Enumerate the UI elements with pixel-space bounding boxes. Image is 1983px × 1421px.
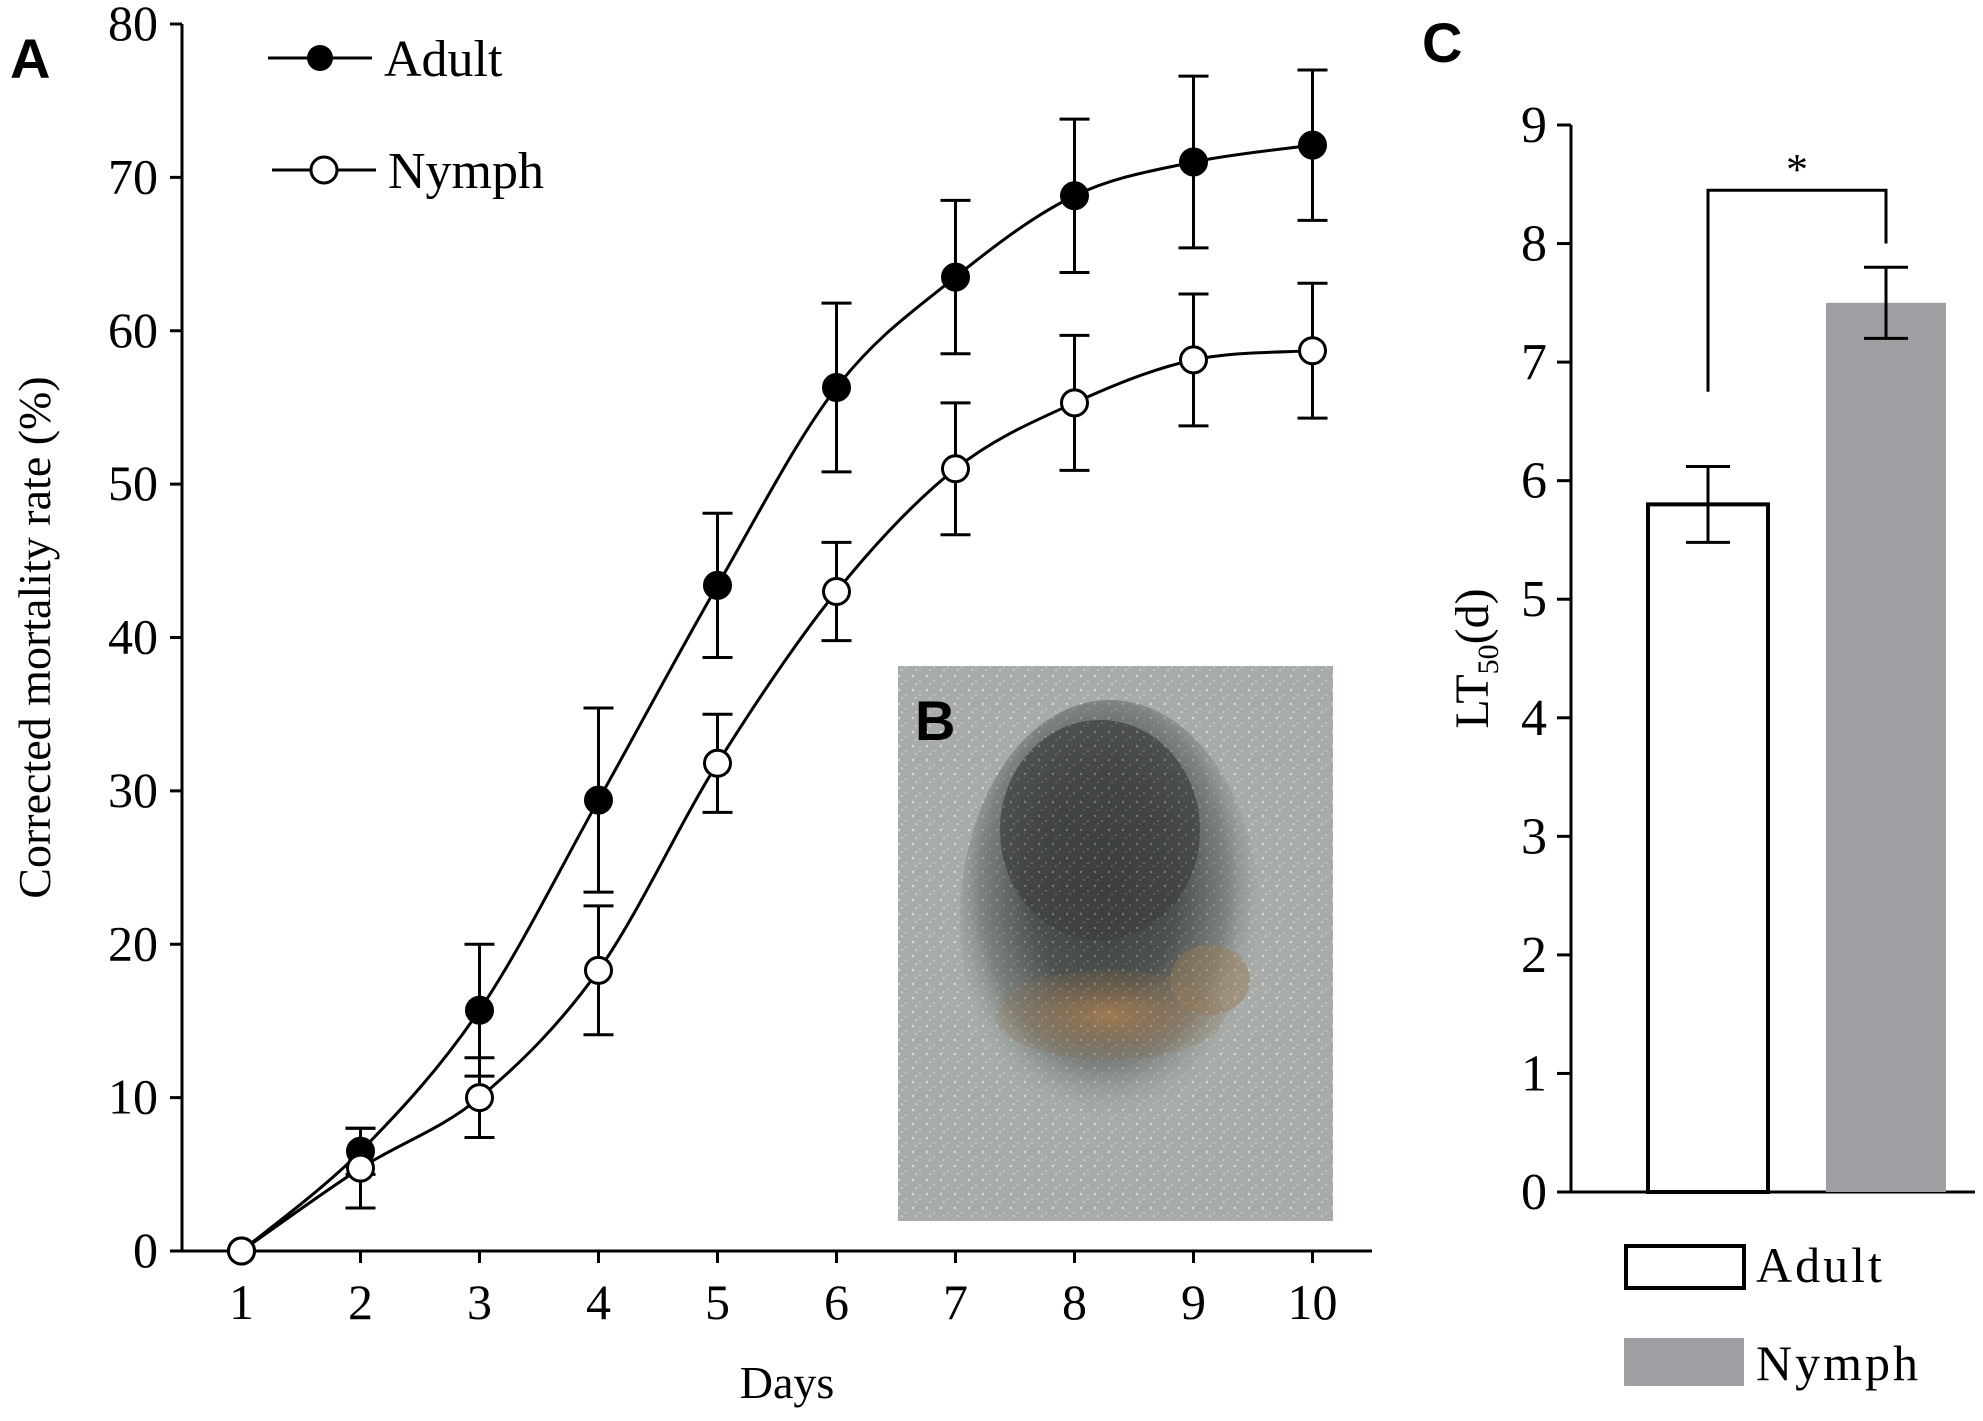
- panel-a-series-adult-point: [1298, 130, 1327, 160]
- panel-a-x-tick-label: 8: [1062, 1274, 1087, 1330]
- panel-b-label: B: [915, 689, 955, 752]
- panel-c-bar-adult: [1646, 502, 1770, 1194]
- panel-a-series-nymph-point: [703, 748, 732, 778]
- panel-a-series-nymph-point: [822, 576, 851, 606]
- panel-a-series-nymph-point: [584, 955, 613, 985]
- panel-a-x-tick-label: 3: [467, 1274, 492, 1330]
- panel-a-legend: Adult Nymph: [268, 31, 544, 200]
- significance-bracket: [1706, 188, 1888, 392]
- panel-a-x-tick-label: 2: [348, 1274, 373, 1330]
- panel-c-bar-nymph: [1826, 302, 1946, 1192]
- panel-a-y-tick-label: 10: [108, 1069, 158, 1125]
- panel-c-axes: 0 1 2 3 4 5 6 7 8 9: [1521, 97, 1975, 1221]
- panel-a-series: [227, 68, 1328, 1266]
- panel-c-bars: *: [1646, 145, 1946, 1194]
- panel-a-series-adult-point: [822, 372, 851, 402]
- legend-nymph-label: Nymph: [388, 143, 544, 200]
- legend-adult-swatch: [1624, 1244, 1746, 1290]
- panel-a-y-tick-label: 20: [108, 915, 158, 971]
- significance-star: *: [1786, 145, 1808, 194]
- panel-a-y-tick-label: 0: [133, 1222, 158, 1278]
- panel-a-y-tick-label: 70: [108, 148, 158, 204]
- panel-a-axes: 0 10 20 30 40 50 60 70 80 1 2 3 4 5 6 7 8 9 10: [108, 0, 1372, 1330]
- panel-a-series-nymph-point: [346, 1153, 375, 1183]
- panel-a-series-adult-point: [941, 262, 970, 292]
- panel-a-label: A: [10, 27, 50, 90]
- panel-a-x-tick-label: 9: [1181, 1274, 1206, 1330]
- panel-c-y-tick-label: 5: [1521, 571, 1547, 628]
- panel-c-y-tick-label: 6: [1521, 453, 1547, 510]
- panel-a-x-tick-label: 4: [586, 1274, 611, 1330]
- panel-c-y-tick-label: 7: [1521, 334, 1547, 391]
- legend-c-nymph-label: Nymph: [1756, 1335, 1921, 1391]
- panel-a-series-adult-point: [584, 785, 613, 815]
- panel-a-y-tick-label: 80: [108, 0, 158, 51]
- panel-c-y-axis-label: LT50(d): [1446, 588, 1505, 728]
- panel-a-series-adult-point: [465, 995, 494, 1025]
- panel-c-y-tick-label: 4: [1521, 690, 1547, 747]
- panel-a-x-tick-label: 10: [1288, 1274, 1338, 1330]
- panel-a-x-tick-label: 6: [824, 1274, 849, 1330]
- panel-a-x-tick-label: 1: [229, 1274, 254, 1330]
- panel-a-series-adult-point: [703, 570, 732, 600]
- panel-c-y-tick-label: 1: [1521, 1045, 1547, 1102]
- panel-c-y-label-main: LT: [1446, 674, 1499, 728]
- legend-c-adult-label: Adult: [1756, 1237, 1885, 1293]
- panel-a-y-tick-label: 30: [108, 762, 158, 818]
- panel-c-y-label-sub: 50: [1472, 644, 1505, 674]
- panel-c-y-label-unit: (d): [1446, 588, 1499, 644]
- panel-a-x-tick-label: 5: [705, 1274, 730, 1330]
- panel-a-series-nymph-point: [1298, 336, 1327, 366]
- panel-a-series-nymph-point: [227, 1236, 256, 1266]
- panel-a-series-nymph-point: [941, 454, 970, 484]
- panel-a-series-adult-point: [1179, 147, 1208, 177]
- panel-a-series-nymph-point: [1179, 345, 1208, 375]
- panel-a-y-axis-label: Corrected mortality rate (%): [9, 376, 60, 898]
- panel-c-legend: Adult Nymph: [1624, 1237, 1921, 1391]
- panel-a-y-tick-label: 50: [108, 455, 158, 511]
- panel-a-y-tick-label: 60: [108, 302, 158, 358]
- panel-a-series-nymph-line: [240, 349, 1313, 1253]
- legend-adult-label: Adult: [384, 31, 503, 88]
- panel-a-series-adult-point: [1060, 181, 1089, 211]
- panel-c-y-tick-label: 9: [1521, 97, 1547, 154]
- panel-b-photo: [898, 666, 1333, 1221]
- panel-a-x-axis-label: Days: [740, 1357, 835, 1408]
- panel-a-series-adult-line: [240, 143, 1313, 1253]
- panel-c-label: C: [1422, 11, 1462, 74]
- legend-nymph-swatch: [1624, 1338, 1744, 1386]
- panel-a-series-nymph-point: [1060, 388, 1089, 418]
- panel-a-series-nymph-point: [465, 1083, 494, 1113]
- panel-c-y-tick-label: 3: [1521, 808, 1547, 865]
- panel-a-x-tick-label: 7: [943, 1274, 968, 1330]
- panel-c-y-tick-label: 2: [1521, 927, 1547, 984]
- panel-c-y-tick-label: 8: [1521, 216, 1547, 273]
- panel-a-y-tick-label: 40: [108, 609, 158, 665]
- legend-adult-marker: [307, 45, 333, 71]
- legend-nymph-marker: [309, 155, 339, 185]
- panel-c-y-tick-label: 0: [1521, 1164, 1547, 1221]
